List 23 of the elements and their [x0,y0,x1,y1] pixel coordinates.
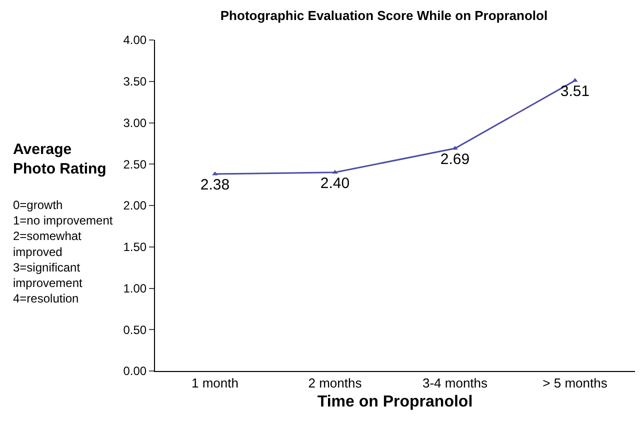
y-tick-label: 3.00 [123,116,147,130]
data-label: 2.69 [440,150,470,168]
y-tick-label: 2.50 [123,157,147,172]
data-label: 2.38 [200,176,230,194]
y-tick-label: 4.00 [123,33,147,48]
data-label: 3.51 [560,82,590,100]
x-tick-label: > 5 months [542,376,608,391]
x-tick-label: 1 month [192,376,238,391]
chart-title: Photographic Evaluation Score While on Propranolol [220,8,548,23]
point [332,170,338,174]
x-tick-label: 2 months [308,376,362,391]
y-tick-label: 2.00 [123,198,147,213]
y-tick-label: 1.50 [123,240,147,254]
point [452,146,458,150]
y-tick-label: 0.00 [123,364,147,378]
x-axis-title: Time on Propranolol [317,393,473,410]
x-tick-label: 3-4 months [422,376,488,391]
y-tick-label: 3.50 [123,74,147,89]
data-label: 2.40 [320,174,350,192]
y-tick-label: 0.50 [123,322,147,337]
y-tick-label: 1.00 [123,281,147,296]
text: 0=growth 1=no improvement 2=somewhat improved 3=significant improvement 4=resolution [13,198,114,306]
y-axis-title: Average Photo Rating [13,141,106,178]
